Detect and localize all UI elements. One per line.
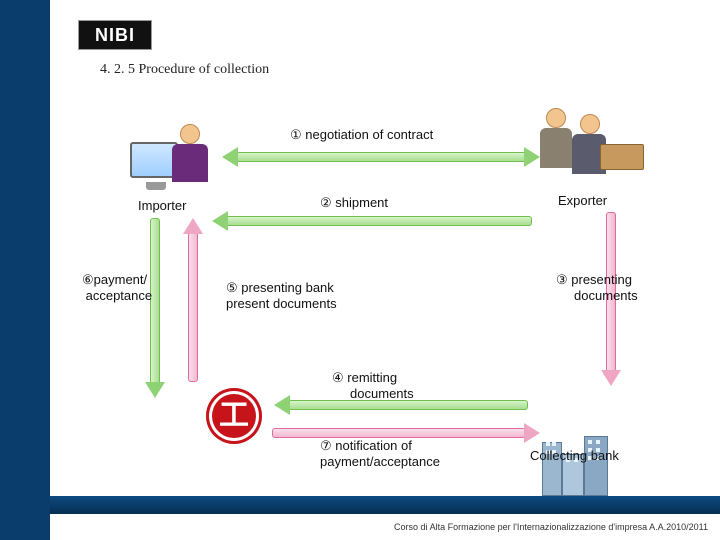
exporter-figure xyxy=(540,108,650,198)
slide-heading: 4. 2. 5 Procedure of collection xyxy=(100,62,269,78)
remitting-bank-icon xyxy=(206,388,262,444)
nibi-logo: NIBI xyxy=(78,20,152,50)
arrow-step2 xyxy=(226,216,532,226)
arrow-step5 xyxy=(188,232,198,382)
arrow-step1-head-left xyxy=(222,147,238,167)
label-step5: ⑤ presenting bank present documents xyxy=(226,280,337,313)
collecting-bank-icon xyxy=(540,434,612,496)
arrow-step7-head xyxy=(524,423,540,443)
label-exporter: Exporter xyxy=(558,193,607,209)
label-step3: ③ presenting documents xyxy=(556,272,638,305)
label-importer: Importer xyxy=(138,198,186,214)
label-step7: ⑦ notification of payment/acceptance xyxy=(320,438,440,471)
label-step6: ⑥payment/ acceptance xyxy=(82,272,152,305)
arrow-step6-head xyxy=(145,382,165,398)
footer-note: Corso di Alta Formazione per l'Internazi… xyxy=(394,522,708,532)
label-step4: ④ remitting documents xyxy=(332,370,414,403)
label-step2: ② shipment xyxy=(320,195,388,211)
importer-figure xyxy=(130,120,220,200)
arrow-step4-head xyxy=(274,395,290,415)
bottom-strip xyxy=(50,496,720,514)
arrow-step2-head xyxy=(212,211,228,231)
arrow-step1-head-right xyxy=(524,147,540,167)
arrow-step5-head xyxy=(183,218,203,234)
arrow-step1 xyxy=(236,152,526,162)
label-collecting-bank: Collecting bank xyxy=(530,448,619,464)
arrow-step7 xyxy=(272,428,526,438)
arrow-step3-head xyxy=(601,370,621,386)
label-step1: ① negotiation of contract xyxy=(290,127,433,143)
side-bar xyxy=(0,0,50,540)
